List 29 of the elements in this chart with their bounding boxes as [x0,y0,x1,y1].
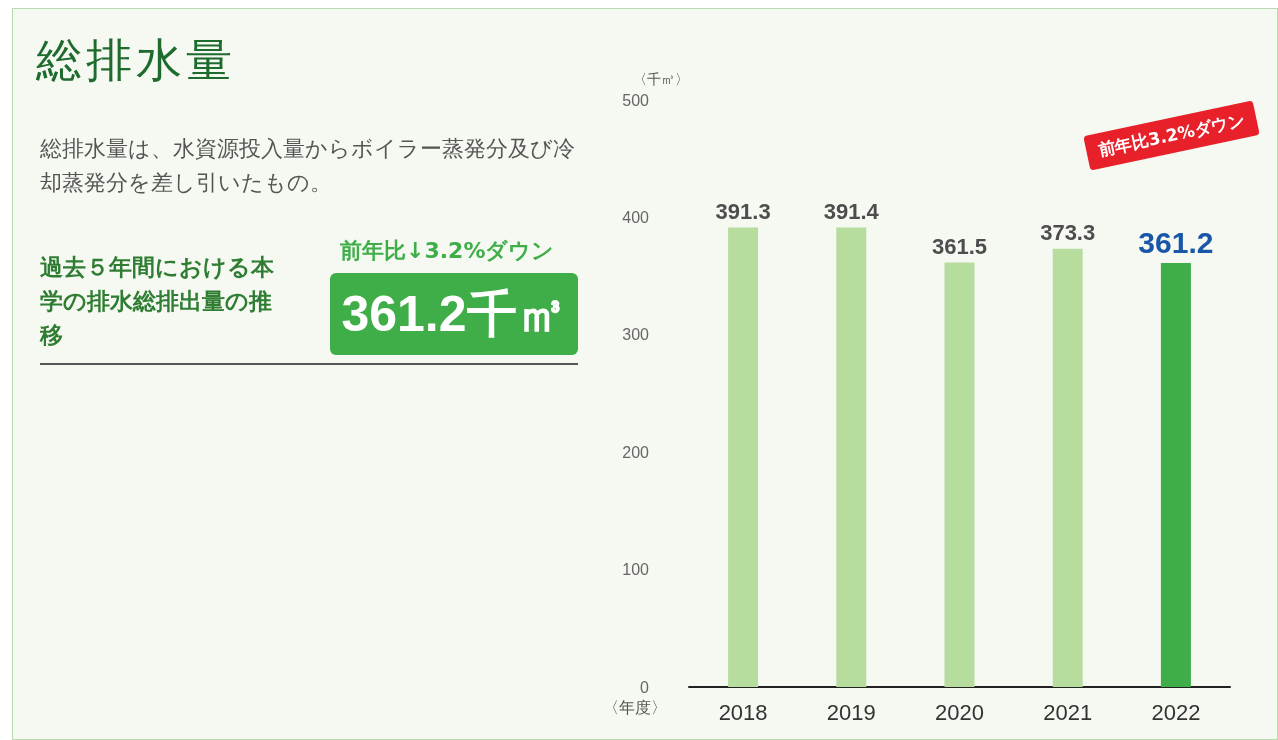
bar [1160,262,1191,687]
y-tick-label: 400 [622,208,650,226]
y-tick-label: 200 [622,443,650,461]
bar [728,227,759,687]
x-tick-label: 2022 [1151,699,1201,725]
data-label: 361.5 [931,234,988,260]
text: 総排水量は、水資源投入量からボイラー蒸発分及び冷却蒸発分を差し引いたもの。 [40,135,576,197]
bar [1052,248,1083,687]
data-label: 373.3 [1040,220,1096,246]
text: 前年比↓3.2%ダウン [340,237,555,265]
text: 361.2千㎥ [330,273,578,355]
data-label: 361.2 [1138,226,1214,260]
x-tick-label: 2021 [1043,699,1093,725]
annotation: 前年比3.2%ダウン [1083,100,1260,171]
text: 過去５年間における本学の排水総排出量の推移 [40,253,275,350]
data-label: 391.3 [715,199,771,225]
data-label: 391.4 [823,199,880,224]
x-axis-title: 〈年度〉 [603,698,667,716]
y-tick-label: 100 [622,561,650,579]
x-tick-label: 2018 [718,699,768,725]
x-tick-label: 2019 [826,699,876,725]
x-tick-label: 2020 [935,699,984,725]
y-tick-label: 300 [622,326,650,344]
text: 総排水量 [36,32,236,89]
bar [944,262,975,687]
bar [836,227,867,687]
y-tick-label: 0 [640,678,650,696]
y-axis-title: 〈千㎥〉 [633,71,689,87]
y-tick-label: 500 [622,91,650,109]
